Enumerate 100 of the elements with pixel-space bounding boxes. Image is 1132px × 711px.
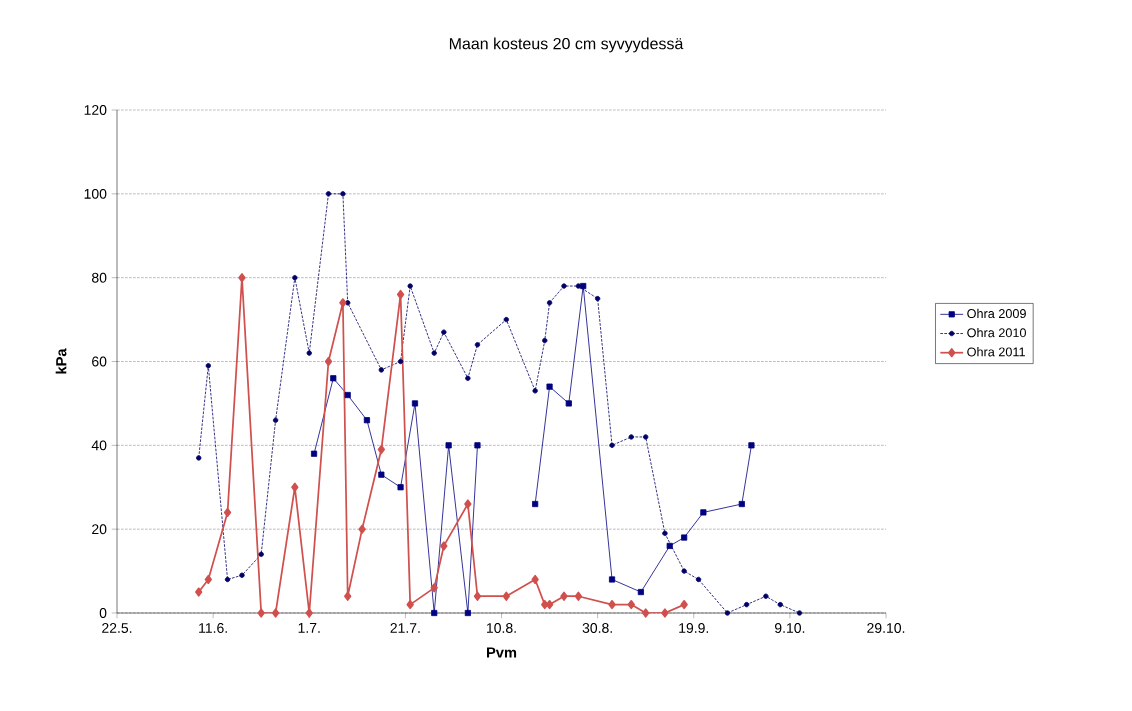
point xyxy=(378,367,385,373)
point xyxy=(546,383,553,390)
point xyxy=(542,337,548,344)
point xyxy=(345,300,351,306)
point xyxy=(738,500,745,508)
y-tick-label: 0 xyxy=(99,608,107,618)
point xyxy=(474,442,481,449)
point xyxy=(430,583,438,593)
y-tick-label: 40 xyxy=(91,440,107,451)
y-axis-title: kPa xyxy=(55,348,67,374)
point xyxy=(628,434,634,440)
point xyxy=(305,608,313,618)
point xyxy=(205,363,211,369)
point xyxy=(258,551,264,557)
point xyxy=(560,591,568,601)
point xyxy=(608,576,616,583)
point xyxy=(473,591,482,601)
point xyxy=(411,400,419,407)
point xyxy=(464,609,471,617)
point xyxy=(257,608,265,618)
point xyxy=(358,524,366,534)
x-tick-label: 30.8. xyxy=(582,623,612,633)
point xyxy=(325,191,332,197)
point xyxy=(445,442,452,449)
point xyxy=(344,391,351,399)
legend-label: Ohra 2011 xyxy=(967,347,1025,357)
point xyxy=(238,273,246,283)
point xyxy=(661,608,669,618)
point xyxy=(777,601,783,608)
point xyxy=(340,191,346,197)
y-tick-label: 120 xyxy=(84,105,107,115)
point xyxy=(695,576,702,583)
x-tick-label: 21.7. xyxy=(390,623,420,633)
point xyxy=(431,609,438,617)
point xyxy=(608,600,616,610)
y-tick-label: 20 xyxy=(92,524,107,535)
y-tick-label: 60 xyxy=(92,356,107,367)
point xyxy=(465,375,471,381)
point xyxy=(239,572,245,578)
point xyxy=(502,591,510,601)
point xyxy=(223,507,232,517)
point xyxy=(763,593,769,599)
x-axis-title: Pvm xyxy=(487,647,517,658)
x-tick-label: 19.9. xyxy=(679,623,709,633)
point xyxy=(431,350,437,356)
point xyxy=(195,587,203,597)
point xyxy=(681,568,687,574)
point xyxy=(531,574,539,585)
point xyxy=(324,356,333,367)
point xyxy=(441,329,447,335)
point xyxy=(396,289,405,300)
point xyxy=(565,400,572,407)
point xyxy=(642,608,650,618)
point xyxy=(681,534,688,541)
point xyxy=(627,600,635,610)
x-tick-label: 29.10. xyxy=(867,623,905,633)
point xyxy=(344,591,352,601)
point xyxy=(700,509,707,516)
legend-label: Ohra 2010 xyxy=(967,327,1026,338)
x-tick-label: 9.10. xyxy=(774,623,805,633)
point xyxy=(474,342,481,348)
point xyxy=(748,442,755,449)
x-tick-label: 1.7. xyxy=(298,623,320,633)
point xyxy=(724,610,731,616)
point xyxy=(643,434,649,440)
point xyxy=(378,471,385,478)
point xyxy=(503,316,509,323)
point xyxy=(666,542,673,549)
point xyxy=(397,358,404,365)
point xyxy=(637,588,644,596)
point xyxy=(291,482,299,492)
point xyxy=(796,610,803,616)
point xyxy=(407,283,413,289)
y-tick-label: 80 xyxy=(91,272,107,283)
point xyxy=(532,500,539,508)
point xyxy=(397,484,404,491)
point xyxy=(574,591,583,601)
x-tick-label: 22.5. xyxy=(102,623,132,633)
point xyxy=(609,442,615,448)
point xyxy=(575,283,582,289)
chart-title: Maan kosteus 20 cm syvyydessä xyxy=(449,37,684,53)
x-tick-label: 11.6. xyxy=(199,623,227,633)
y-tick-label: 100 xyxy=(84,188,107,199)
point xyxy=(532,388,538,394)
point xyxy=(743,601,750,608)
point xyxy=(680,600,688,610)
point xyxy=(561,283,567,289)
point xyxy=(330,375,337,382)
point xyxy=(377,444,386,455)
point xyxy=(594,295,601,302)
point xyxy=(580,282,587,290)
point xyxy=(440,541,448,551)
point xyxy=(363,417,370,424)
point xyxy=(339,298,347,308)
point xyxy=(271,608,280,618)
point xyxy=(546,300,553,306)
point xyxy=(662,530,668,537)
point xyxy=(406,600,414,610)
point xyxy=(292,275,298,281)
point xyxy=(272,417,279,423)
